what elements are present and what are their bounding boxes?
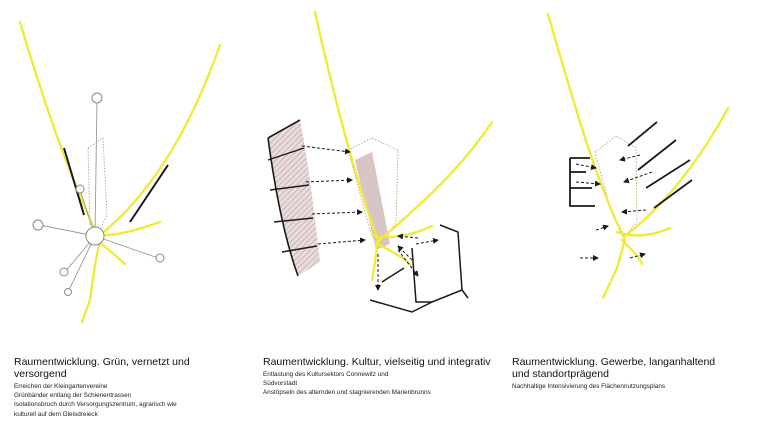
- site-outline-dotted: [347, 137, 399, 241]
- caption-line: kulturell auf dem Gleisdreieck: [14, 410, 98, 418]
- culture-strip-center: [355, 152, 390, 250]
- caption-line: Südvorstadt: [263, 380, 298, 388]
- site-outline-dotted: [87, 137, 108, 231]
- culture-district-outline: [267, 119, 301, 277]
- allotment-nodes: [32, 92, 165, 296]
- commerce-block-left: [569, 157, 595, 207]
- rail-lines: [546, 12, 730, 300]
- culture-district-left: [268, 120, 320, 276]
- green-band-lines: [63, 147, 169, 223]
- caption-line: Erreichen der Kleingartenvereine: [14, 383, 108, 390]
- site-outline-dotted: [594, 135, 638, 237]
- rail-lines: [313, 10, 494, 282]
- panel-commerce: [546, 12, 730, 300]
- supply-center-node: [85, 226, 105, 246]
- caption-culture: Raumentwicklung. Kultur, vielseitig und …: [263, 356, 493, 398]
- marienbrunn-outline: [369, 224, 469, 313]
- intensification-arrows: [575, 154, 653, 261]
- culture-district-dividers: [267, 147, 318, 253]
- flow-arrows: [301, 145, 439, 291]
- caption-line: Nachhaltige Intensivierung des Flächennu…: [512, 383, 666, 390]
- caption-green: Raumentwicklung. Grün, vernetzt und vers…: [14, 356, 244, 419]
- panel-culture: [267, 10, 494, 313]
- caption-title: Raumentwicklung. Grün, vernetzt und vers…: [14, 356, 190, 380]
- caption-line: Isolationsbruch durch Versorgungszentrum…: [14, 401, 177, 409]
- panel-green: [18, 20, 222, 324]
- caption-line: Anstöpseln des alternden und stagnierend…: [263, 389, 431, 397]
- caption-commerce: Raumentwicklung. Gewerbe, langanhaltend …: [512, 356, 727, 391]
- caption-title: Raumentwicklung. Kultur, vielseitig und …: [263, 356, 491, 368]
- caption-title: Raumentwicklung. Gewerbe, langanhaltend …: [512, 356, 716, 380]
- rail-lines: [18, 20, 222, 324]
- commerce-lines-right: [627, 121, 693, 209]
- caption-line: Entlastung des Kultursektors Connewitz u…: [263, 371, 389, 378]
- caption-line: Grünbänder entlang der Schienentrassen: [14, 392, 132, 400]
